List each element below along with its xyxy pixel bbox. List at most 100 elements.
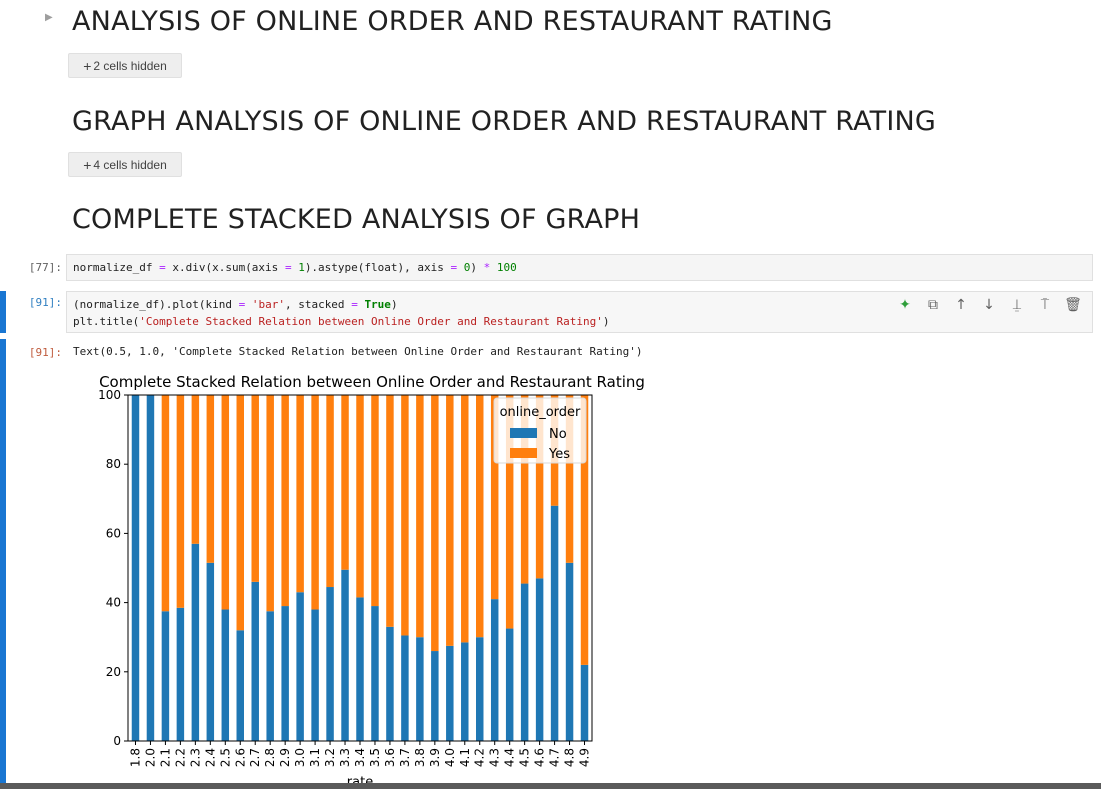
bar-no-4.8 [565, 562, 574, 741]
insert-below-icon[interactable]: ⍑ [1040, 297, 1050, 313]
bar-yes-2.7 [251, 395, 259, 582]
x-tick-label: 4.3 [488, 748, 502, 767]
bar-no-3.5 [371, 606, 379, 741]
move-up-icon[interactable]: ↑ [955, 297, 967, 313]
bar-no-3.2 [326, 587, 334, 741]
bar-yes-2.2 [176, 395, 185, 608]
plus-icon: + [83, 57, 92, 74]
bar-no-1.8 [131, 395, 140, 741]
bar-no-4.5 [520, 583, 529, 741]
bar-no-2.7 [251, 581, 259, 741]
bar-yes-4.4 [505, 395, 514, 629]
x-tick-label: 3.3 [338, 748, 352, 767]
bar-no-2.2 [176, 607, 185, 741]
bar-no-2.0 [146, 395, 155, 741]
y-tick-label: 0 [113, 734, 121, 748]
cell-prompt: [91]: [28, 296, 62, 309]
bar-yes-3.2 [326, 395, 334, 588]
bar-yes-3.9 [431, 395, 439, 652]
x-tick-label: 4.2 [473, 748, 487, 767]
section-heading-3: COMPLETE STACKED ANALYSIS OF GRAPH [72, 204, 641, 235]
code-line: (normalize_df).plot(kind = 'bar', stacke… [73, 298, 610, 328]
collapse-arrow-icon[interactable]: ▶ [45, 12, 53, 23]
legend-box [493, 397, 587, 464]
legend-swatch-yes [510, 448, 537, 458]
x-tick-label: 4.6 [533, 748, 547, 767]
bar-yes-3.3 [341, 395, 349, 570]
bar-yes-3.7 [401, 395, 409, 636]
x-tick-label: 2.3 [188, 748, 202, 767]
x-tick-label: 4.5 [518, 748, 532, 767]
bar-no-2.9 [281, 606, 289, 741]
bar-yes-4.0 [446, 395, 454, 646]
bar-no-3.9 [431, 651, 439, 741]
bar-no-2.3 [191, 543, 200, 741]
y-tick-label: 100 [98, 388, 121, 402]
stacked-bar-chart: Complete Stacked Relation between Online… [98, 373, 645, 786]
bar-no-3.7 [401, 635, 409, 741]
x-tick-label: 3.4 [353, 748, 367, 767]
bar-no-4.1 [461, 642, 469, 741]
bar-yes-3.5 [371, 395, 379, 607]
hidden-cells-label: 4 cells hidden [93, 157, 167, 172]
x-tick-label: 3.1 [308, 748, 322, 767]
x-tick-label: 4.8 [563, 748, 577, 767]
bar-yes-3.0 [296, 395, 304, 593]
x-tick-label: 4.0 [443, 748, 457, 767]
bar-yes-4.6 [535, 395, 544, 579]
code-cell-plot[interactable]: (normalize_df).plot(kind = 'bar', stacke… [66, 291, 1093, 333]
insert-above-icon[interactable]: ⍊ [1012, 297, 1022, 313]
bar-yes-4.5 [520, 395, 529, 584]
bar-yes-3.4 [356, 395, 364, 598]
bar-no-4.2 [476, 637, 484, 741]
x-tick-label: 3.9 [428, 748, 442, 767]
x-tick-label: 2.4 [203, 748, 217, 767]
section-heading-1: ANALYSIS OF ONLINE ORDER AND RESTAURANT … [72, 6, 833, 37]
x-tick-label: 3.5 [368, 748, 382, 767]
duplicate-icon[interactable]: ⧉ [928, 297, 938, 313]
bar-no-2.4 [206, 562, 215, 741]
x-tick-label: 3.2 [323, 748, 337, 767]
hidden-cells-button-2[interactable]: +4 cells hidden [68, 152, 182, 177]
x-tick-label: 4.7 [548, 748, 562, 767]
selected-cell-indicator [0, 291, 6, 333]
bar-yes-2.3 [191, 395, 200, 544]
y-tick-label: 60 [106, 526, 121, 540]
delete-icon[interactable]: 🗑 [1064, 297, 1082, 313]
x-tick-label: 3.6 [383, 748, 397, 767]
bar-no-4.3 [490, 599, 499, 741]
code-cell-normalize[interactable]: normalize_df = x.div(x.sum(axis = 1).ast… [66, 254, 1093, 281]
output-prompt: [91]: [28, 346, 62, 359]
x-axis-label: rate [347, 775, 373, 786]
legend-label-yes: Yes [548, 447, 570, 462]
x-tick-label: 4.1 [458, 748, 472, 767]
bar-no-3.0 [296, 592, 304, 741]
x-tick-label: 2.6 [233, 748, 247, 767]
output-text: Text(0.5, 1.0, 'Complete Stacked Relatio… [73, 345, 643, 358]
move-down-icon[interactable]: ↓ [983, 297, 995, 313]
hidden-cells-button-1[interactable]: +2 cells hidden [68, 53, 182, 78]
x-tick-label: 2.9 [278, 748, 292, 767]
x-tick-label: 2.7 [248, 748, 262, 767]
x-tick-label: 3.0 [293, 748, 307, 767]
bar-no-4.9 [580, 664, 589, 741]
horizontal-scrollbar[interactable] [0, 783, 1101, 789]
bar-no-2.8 [266, 611, 274, 741]
y-tick-label: 80 [106, 457, 121, 471]
bar-no-3.3 [341, 569, 349, 741]
bar-yes-3.8 [416, 395, 424, 638]
cell-toolbar: ✦ ⧉ ↑ ↓ ⍊ ⍑ 🗑 [891, 296, 1087, 314]
bar-no-2.6 [236, 630, 244, 741]
bar-yes-2.4 [206, 395, 215, 563]
code-line: normalize_df = x.div(x.sum(axis = 1).ast… [73, 261, 517, 274]
axes-frame [127, 394, 593, 742]
cell-prompt: [77]: [28, 261, 62, 274]
sparkle-icon[interactable]: ✦ [899, 297, 911, 313]
bar-no-3.1 [311, 609, 319, 741]
hidden-cells-label: 2 cells hidden [93, 58, 167, 73]
bar-no-4.0 [446, 645, 454, 741]
plus-icon: + [83, 156, 92, 173]
x-tick-label: 2.5 [218, 748, 232, 767]
x-tick-label: 4.4 [503, 748, 517, 767]
output-indicator [0, 339, 6, 789]
